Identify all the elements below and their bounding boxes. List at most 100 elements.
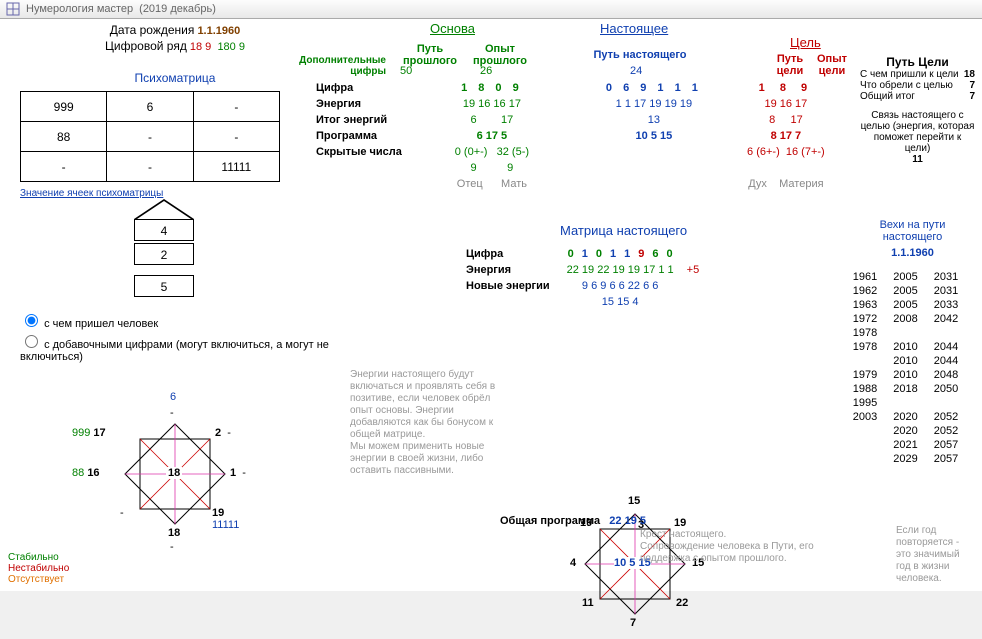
pc-value: 7 bbox=[969, 91, 975, 102]
vehi-panel: Вехи на пути настоящего 1.1.1960 1961200… bbox=[850, 219, 975, 467]
digit-row-v2: 180 9 bbox=[217, 41, 245, 53]
octa-label: - bbox=[120, 507, 124, 519]
legend-item: Отсутствует bbox=[8, 574, 69, 585]
row-label: Энергия bbox=[462, 263, 558, 277]
octa-label: 16 bbox=[87, 467, 99, 479]
dob-value: 1.1.1960 bbox=[197, 25, 240, 37]
octa-label: 1 bbox=[230, 467, 236, 479]
matrix-digits: 01011960 bbox=[564, 248, 677, 260]
sub-header: Путь прошлого bbox=[400, 43, 460, 67]
radio-group: с чем пришел человек с добавочными цифра… bbox=[20, 311, 330, 363]
radio-option-1[interactable]: с чем пришел человек bbox=[20, 311, 330, 330]
octa-label: 6 bbox=[170, 391, 176, 403]
psy-cell: 88 bbox=[21, 122, 107, 152]
pc-label: Что обрели с целью bbox=[860, 80, 953, 91]
octa-label: 19 bbox=[212, 507, 224, 519]
cell: +5 bbox=[683, 263, 704, 277]
octa-label: - bbox=[227, 427, 231, 439]
sub-header: Путь цели bbox=[770, 53, 810, 77]
psy-cell: 6 bbox=[107, 92, 193, 122]
psy-cell: - bbox=[21, 152, 107, 182]
octa-label: 999 bbox=[72, 427, 90, 439]
row-label: Итог энергий bbox=[312, 113, 410, 127]
cell: Отец bbox=[457, 178, 483, 190]
row-label: Энергия bbox=[312, 97, 410, 111]
legend: Стабильно Нестабильно Отсутствует bbox=[8, 552, 69, 585]
cell: 0 6 9 1 1 1 bbox=[574, 81, 734, 95]
radio-option-2[interactable]: с добавочными цифрами (могут включиться,… bbox=[20, 332, 330, 363]
psychomatrix-title: Психоматрица bbox=[20, 71, 330, 85]
cell: Мать bbox=[501, 178, 527, 190]
pc-note-value: 11 bbox=[860, 154, 975, 165]
digit-row-v1: 18 9 bbox=[190, 41, 211, 53]
cell: 1 1 17 19 19 19 bbox=[574, 97, 734, 111]
digit-row-label: Цифровой ряд bbox=[105, 39, 187, 53]
cell: 6 (6+-) bbox=[747, 146, 780, 158]
octa-label: - bbox=[170, 407, 174, 419]
octa-label: 18 bbox=[166, 467, 182, 479]
cell: 15 15 4 bbox=[560, 295, 681, 309]
sub-header: Путь настоящего bbox=[585, 49, 695, 61]
vehi-date: 1.1.1960 bbox=[850, 247, 975, 259]
octa-label: 4 bbox=[570, 557, 576, 569]
stack-diagram: 4 2 5 bbox=[110, 203, 220, 303]
years-table: 1961200520311962200520311963200520331972… bbox=[851, 269, 974, 467]
matrix-note: Энергии настоящего будут включаться и пр… bbox=[350, 369, 510, 477]
cell: 6 17 5 bbox=[412, 129, 572, 143]
cell: 13 bbox=[574, 113, 734, 127]
psy-cell: - bbox=[107, 122, 193, 152]
cell: 17 bbox=[501, 114, 513, 126]
octa-label: 11111 bbox=[212, 519, 239, 531]
row-label: Программа bbox=[312, 129, 410, 143]
stack-box: 4 bbox=[134, 219, 194, 241]
row-label: Новые энергии bbox=[462, 279, 558, 293]
cell: Дух bbox=[748, 178, 767, 190]
octagram-left: 6 - 2 - 999 17 1 - 88 16 19 11111 - 18 -… bbox=[100, 399, 250, 549]
app-icon bbox=[6, 2, 20, 16]
dop-value: 26 bbox=[480, 65, 492, 77]
pc-note: Связь настоящего с целью (энергия, котор… bbox=[860, 110, 975, 154]
psy-cell: - bbox=[193, 92, 279, 122]
cell: 0 (0+-) bbox=[455, 146, 488, 158]
vehi-title: Вехи на пути настоящего bbox=[850, 219, 975, 243]
pc-label: С чем пришли к цели bbox=[860, 69, 959, 80]
octa-label: 88 bbox=[72, 467, 84, 479]
octa-label: 2 bbox=[215, 427, 221, 439]
cell: 6 bbox=[470, 114, 476, 126]
osnova-title[interactable]: Основа bbox=[430, 21, 475, 36]
row-label: Скрытые числа bbox=[312, 145, 410, 159]
octa-label: 22 bbox=[676, 597, 688, 609]
dop-value: 24 bbox=[630, 65, 642, 77]
left-panel: Дата рождения 1.1.1960 Цифровой ряд 18 9… bbox=[20, 23, 330, 365]
octa-label: 15 bbox=[628, 495, 640, 507]
pc-value: 7 bbox=[969, 80, 975, 91]
octa-label: 11 bbox=[582, 597, 594, 609]
cell: 1 8 0 9 bbox=[412, 81, 572, 95]
prog-value: 22 19 5 bbox=[609, 515, 646, 527]
cell: 19 16 16 17 bbox=[412, 97, 572, 111]
cell: 10 5 15 bbox=[574, 129, 734, 143]
nastoyashee-title[interactable]: Настоящее bbox=[600, 21, 668, 36]
cel-title[interactable]: Цель bbox=[790, 35, 821, 50]
psy-cell: 11111 bbox=[193, 152, 279, 182]
pc-value: 18 bbox=[964, 69, 975, 80]
cell: 1 8 9 bbox=[736, 81, 836, 95]
psy-cell: 999 bbox=[21, 92, 107, 122]
stack-box: 5 bbox=[134, 275, 194, 297]
cell: 17 bbox=[790, 114, 802, 126]
octa-label: - bbox=[242, 467, 246, 479]
cell: 9 bbox=[470, 162, 476, 174]
legend-item: Стабильно bbox=[8, 552, 69, 563]
psy-cell: - bbox=[107, 152, 193, 182]
octa-label: 7 bbox=[630, 617, 636, 629]
cell: 8 17 7 bbox=[736, 129, 836, 143]
psy-cell: - bbox=[193, 122, 279, 152]
path-goal-panel: Путь Цели С чем пришли к цели18 Что обре… bbox=[860, 55, 975, 165]
psychomatrix-link[interactable]: Значение ячеек психоматрицы bbox=[20, 188, 163, 199]
stack-box: 2 bbox=[134, 243, 194, 265]
psychomatrix-table: 999 6 - 88 - - - - 11111 bbox=[20, 91, 280, 182]
row-label: Цифра bbox=[462, 247, 558, 261]
dop-value: 50 bbox=[400, 65, 412, 77]
sub-header: Опыт цели bbox=[812, 53, 852, 77]
dop-label: Дополнительные цифры bbox=[296, 55, 386, 77]
